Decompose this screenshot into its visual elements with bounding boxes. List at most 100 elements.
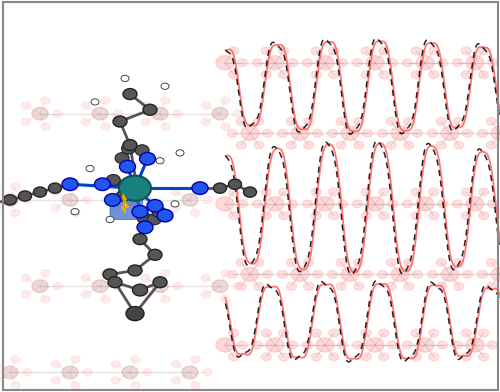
Circle shape — [441, 126, 459, 140]
Circle shape — [52, 205, 60, 212]
Circle shape — [182, 366, 198, 379]
Circle shape — [104, 194, 120, 206]
Circle shape — [461, 353, 471, 361]
Circle shape — [386, 282, 396, 290]
Circle shape — [312, 270, 322, 278]
Circle shape — [379, 71, 389, 78]
Circle shape — [254, 282, 264, 290]
Circle shape — [202, 102, 210, 109]
Circle shape — [478, 188, 488, 196]
Circle shape — [131, 356, 140, 363]
Circle shape — [352, 200, 362, 208]
Circle shape — [161, 296, 170, 303]
Circle shape — [266, 338, 284, 352]
Circle shape — [429, 47, 439, 55]
Circle shape — [191, 382, 200, 389]
Circle shape — [429, 212, 439, 220]
Circle shape — [228, 179, 241, 189]
Circle shape — [221, 270, 230, 277]
Circle shape — [261, 212, 271, 220]
Circle shape — [416, 197, 434, 211]
Circle shape — [83, 196, 92, 203]
Circle shape — [202, 274, 210, 281]
Circle shape — [412, 329, 422, 337]
Circle shape — [203, 369, 212, 376]
Circle shape — [329, 47, 339, 55]
Circle shape — [486, 259, 496, 267]
Circle shape — [428, 270, 438, 278]
Circle shape — [41, 97, 50, 104]
Circle shape — [279, 188, 289, 196]
Circle shape — [478, 329, 488, 337]
Circle shape — [2, 366, 18, 379]
Circle shape — [11, 183, 20, 191]
Circle shape — [454, 259, 464, 267]
Circle shape — [391, 126, 409, 140]
Circle shape — [192, 182, 208, 194]
Circle shape — [412, 47, 422, 55]
Circle shape — [361, 329, 371, 337]
Circle shape — [304, 141, 314, 149]
Circle shape — [142, 291, 150, 298]
Circle shape — [254, 259, 264, 267]
Circle shape — [221, 97, 230, 104]
Circle shape — [312, 129, 322, 137]
Circle shape — [312, 188, 322, 196]
Circle shape — [286, 141, 296, 149]
Circle shape — [438, 341, 448, 349]
Circle shape — [238, 59, 248, 67]
Circle shape — [203, 196, 212, 203]
Circle shape — [454, 141, 464, 149]
Circle shape — [404, 118, 414, 125]
Circle shape — [142, 118, 150, 125]
Circle shape — [329, 212, 339, 220]
Circle shape — [233, 283, 242, 290]
Circle shape — [462, 270, 472, 278]
Circle shape — [366, 338, 384, 352]
Circle shape — [338, 341, 347, 349]
Circle shape — [103, 269, 117, 280]
Circle shape — [278, 270, 287, 278]
Circle shape — [123, 89, 137, 100]
Circle shape — [488, 200, 498, 208]
Circle shape — [115, 152, 129, 163]
Circle shape — [142, 102, 150, 109]
FancyBboxPatch shape — [110, 194, 142, 220]
Circle shape — [462, 129, 472, 137]
Circle shape — [101, 296, 110, 303]
Circle shape — [402, 341, 412, 349]
Circle shape — [362, 129, 372, 137]
Circle shape — [411, 353, 421, 361]
Circle shape — [172, 188, 180, 195]
Circle shape — [216, 197, 234, 211]
Circle shape — [202, 118, 210, 125]
Circle shape — [486, 282, 496, 290]
Circle shape — [152, 207, 166, 218]
Circle shape — [304, 118, 314, 125]
Circle shape — [118, 180, 132, 191]
Circle shape — [157, 209, 173, 222]
Circle shape — [452, 59, 462, 67]
Circle shape — [233, 110, 242, 117]
Circle shape — [352, 341, 362, 349]
Circle shape — [176, 150, 184, 156]
Circle shape — [143, 196, 152, 203]
Circle shape — [140, 152, 156, 165]
Circle shape — [341, 126, 359, 140]
Circle shape — [312, 47, 322, 55]
Circle shape — [238, 200, 248, 208]
Circle shape — [71, 209, 79, 215]
Circle shape — [354, 259, 364, 267]
Circle shape — [52, 361, 60, 368]
Circle shape — [361, 188, 371, 196]
Circle shape — [32, 107, 48, 120]
Circle shape — [86, 165, 94, 172]
Circle shape — [228, 129, 237, 137]
Circle shape — [212, 280, 228, 292]
Circle shape — [378, 270, 388, 278]
Circle shape — [262, 129, 272, 137]
Circle shape — [262, 47, 272, 55]
Circle shape — [279, 71, 289, 78]
Circle shape — [82, 291, 90, 298]
Circle shape — [122, 143, 136, 154]
